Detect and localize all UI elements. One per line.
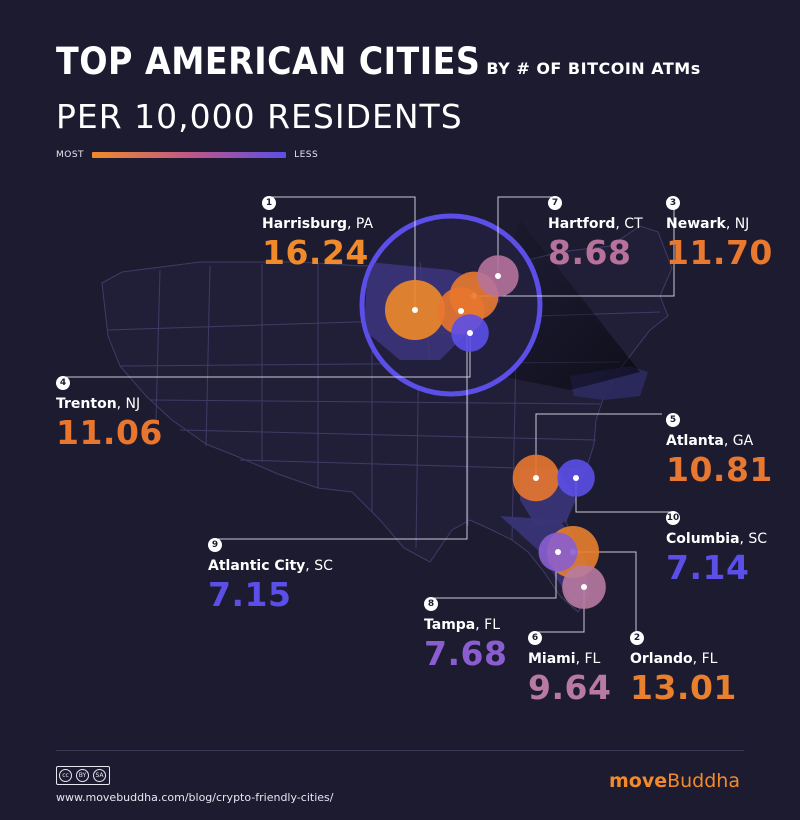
city-name: Orlando, FL [630,651,737,667]
title-suffix: BY # OF BITCOIN ATMs [486,59,701,78]
rank-badge: 7 [548,196,562,210]
city-state: , GA [723,433,754,449]
city-name-text: Orlando [630,651,693,667]
city-label: 9 Atlantic City, SC 7.15 [208,532,333,614]
city-dot [533,475,539,481]
city-value: 13.01 [630,668,737,707]
city-dot [573,475,579,481]
city-name: Columbia, SC [666,531,767,547]
city-name-text: Trenton [56,396,117,412]
brand-logo: moveBuddha [609,770,740,792]
city-value: 11.70 [666,233,773,272]
city-name: Trenton, NJ [56,396,163,412]
city-name-text: Newark [666,216,726,232]
city-name: Tampa, FL [424,617,507,633]
rank-badge: 9 [208,538,222,552]
rank-badge: 6 [528,631,542,645]
city-dot [458,308,464,314]
rank-badge: 8 [424,597,438,611]
legend-most: MOST [56,150,85,160]
city-name-text: Hartford [548,216,616,232]
brand-regular: Buddha [667,770,740,792]
city-state: , FL [575,651,601,667]
city-name-text: Atlantic City [208,558,306,574]
city-state: , NJ [725,216,750,232]
city-value: 8.68 [548,233,632,272]
chart-subtitle: PER 10,000 RESIDENTS [56,97,463,136]
city-label: 7 Hartford, CT 8.68 [548,190,643,272]
cc-by-icon: BY [76,769,89,782]
city-value: 10.81 [666,450,773,489]
city-state: , CT [615,216,643,232]
city-name-text: Columbia [666,531,740,547]
city-state: , FL [692,651,718,667]
brand-bold: move [608,770,668,792]
city-label: 4 Trenton, NJ 11.06 [56,370,163,452]
rank-badge: 5 [666,413,680,427]
city-state: , FL [475,617,501,633]
city-label: 1 Harrisburg, PA 16.24 [262,190,373,272]
city-value: 16.24 [262,233,369,272]
city-state: , PA [347,216,374,232]
city-dot [555,549,561,555]
title-main-text: TOP AMERICAN CITIES [56,40,481,83]
rank-badge: 10 [666,511,680,525]
source-url[interactable]: www.movebuddha.com/blog/crypto-friendly-… [56,791,334,804]
legend-gradient-bar [92,152,287,158]
city-name: Miami, FL [528,651,611,667]
city-name: Hartford, CT [548,216,643,232]
city-name: Atlantic City, SC [208,558,333,574]
city-label: 2 Orlando, FL 13.01 [630,625,737,707]
city-state: , SC [305,558,333,574]
title-block: TOP AMERICAN CITIES BY # OF BITCOIN ATMs … [56,40,701,137]
city-label: 5 Atlanta, GA 10.81 [666,407,773,489]
city-dot [467,330,473,336]
city-value: 7.15 [208,575,292,614]
city-name-text: Miami [528,651,576,667]
legend-less: LESS [294,150,319,160]
footer-divider [56,750,744,751]
city-state: , NJ [116,396,141,412]
rank-badge: 4 [56,376,70,390]
rank-badge: 1 [262,196,276,210]
city-label: 6 Miami, FL 9.64 [528,625,611,707]
rank-badge: 2 [630,631,644,645]
city-name: Newark, NJ [666,216,773,232]
city-value: 11.06 [56,413,163,452]
city-state: , SC [739,531,768,547]
city-name-text: Harrisburg [262,216,348,232]
cc-icon: cc [59,769,72,782]
cc-sa-icon: SA [93,769,106,782]
city-label: 3 Newark, NJ 11.70 [666,190,773,272]
city-label: 8 Tampa, FL 7.68 [424,591,507,673]
city-value: 9.64 [528,668,612,707]
city-value: 7.14 [666,548,750,587]
chart-title: TOP AMERICAN CITIES BY # OF BITCOIN ATMs [56,40,701,91]
rank-badge: 3 [666,196,680,210]
city-dot [495,273,501,279]
city-name: Atlanta, GA [666,433,773,449]
city-dot [581,584,587,590]
city-dot [412,307,418,313]
city-name: Harrisburg, PA [262,216,373,232]
city-value: 7.68 [424,634,508,673]
city-name-text: Atlanta [666,433,724,449]
creative-commons-badge: cc BY SA [56,766,110,785]
color-legend: MOST LESS [56,150,318,160]
city-label: 10 Columbia, SC 7.14 [666,505,767,587]
city-name-text: Tampa [424,617,476,633]
